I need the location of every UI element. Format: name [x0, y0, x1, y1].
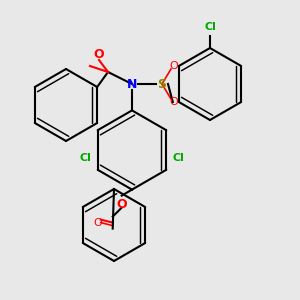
Text: O: O [169, 61, 178, 71]
Text: N: N [127, 77, 137, 91]
Text: O: O [93, 218, 102, 228]
Text: O: O [94, 47, 104, 61]
Text: O: O [169, 97, 178, 107]
Text: Cl: Cl [204, 22, 216, 32]
Text: O: O [116, 198, 127, 211]
Text: Cl: Cl [80, 153, 92, 163]
Text: S: S [158, 77, 166, 91]
Text: Cl: Cl [172, 153, 184, 163]
